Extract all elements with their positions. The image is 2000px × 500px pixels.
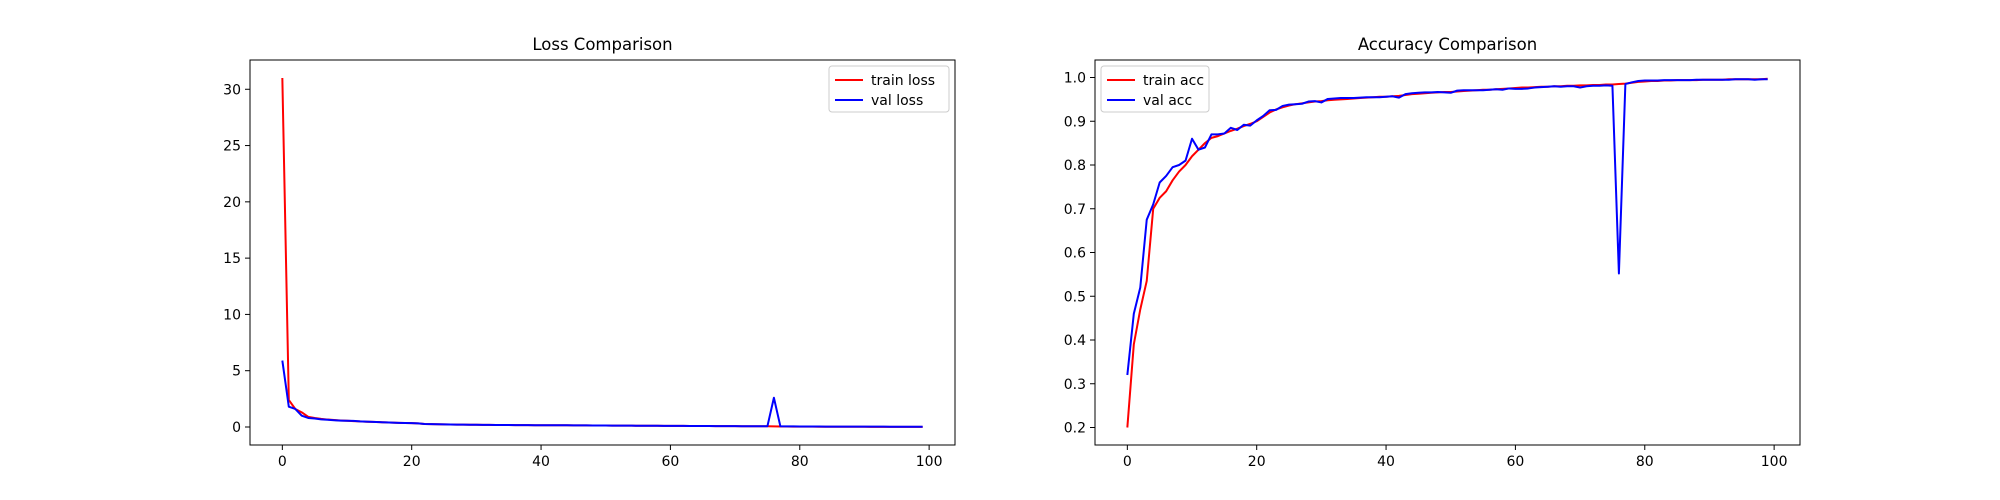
loss-y-tick-label: 10 <box>223 307 241 323</box>
loss-y-tick-label: 0 <box>232 420 241 436</box>
loss-legend: train loss val loss <box>828 65 950 113</box>
accuracy-x-tick-label: 100 <box>1761 454 1788 470</box>
accuracy-y-tick-label: 0.9 <box>1064 114 1086 130</box>
accuracy-legend: train acc val acc <box>1100 65 1210 113</box>
loss-y-tick-label: 15 <box>223 251 241 267</box>
val-acc-line <box>1126 78 1768 376</box>
accuracy-chart-title: Accuracy Comparison <box>1358 35 1537 54</box>
loss-y-tick-label: 5 <box>232 364 241 380</box>
loss-y-tick-label: 25 <box>223 139 241 155</box>
accuracy-y-axis: 0.2 0.3 0.4 0.5 0.6 0.7 0.8 0.9 1.0 <box>1064 71 1095 437</box>
train-loss-line <box>281 77 923 428</box>
accuracy-y-tick-label: 0.7 <box>1064 202 1086 218</box>
val-loss-line <box>281 360 923 428</box>
accuracy-y-tick-label: 0.4 <box>1064 333 1086 349</box>
loss-x-tick-label: 0 <box>278 454 287 470</box>
loss-x-tick-label: 40 <box>532 454 550 470</box>
accuracy-y-tick-label: 0.5 <box>1064 289 1086 305</box>
accuracy-y-tick-label: 0.3 <box>1064 377 1086 393</box>
loss-x-tick-label: 100 <box>916 454 943 470</box>
loss-y-tick-label: 20 <box>223 195 241 211</box>
loss-x-tick-label: 60 <box>661 454 679 470</box>
accuracy-series-layer <box>1126 77 1768 428</box>
train-loss-legend-label: train loss <box>871 73 935 89</box>
train-acc-legend-label: train acc <box>1143 73 1204 89</box>
loss-y-tick-label: 30 <box>223 82 241 98</box>
loss-series-layer <box>281 77 923 428</box>
loss-x-tick-label: 20 <box>403 454 421 470</box>
val-acc-legend-label: val acc <box>1143 93 1192 109</box>
accuracy-y-tick-label: 0.6 <box>1064 246 1086 262</box>
train-acc-line <box>1126 77 1768 428</box>
accuracy-chart-panel: Accuracy Comparison 0 20 40 60 80 100 0.20.30… <box>1064 35 1801 470</box>
accuracy-y-tick-label: 0.8 <box>1064 158 1086 174</box>
loss-y-axis: 0 5 10 15 20 25 30 <box>223 82 250 436</box>
accuracy-x-tick-label: 20 <box>1248 454 1266 470</box>
accuracy-x-tick-label: 40 <box>1377 454 1395 470</box>
accuracy-y-tick-label: 1.0 <box>1064 71 1086 87</box>
loss-chart-title: Loss Comparison <box>532 35 672 54</box>
loss-plot-frame <box>249 59 956 446</box>
accuracy-y-tick-label: 0.2 <box>1064 421 1086 437</box>
accuracy-x-axis: 0 20 40 60 80 100 <box>1123 445 1788 470</box>
val-loss-legend-label: val loss <box>871 93 923 109</box>
accuracy-x-tick-label: 60 <box>1506 454 1524 470</box>
loss-x-axis: 0 20 40 60 80 100 <box>278 445 943 470</box>
accuracy-x-tick-label: 0 <box>1123 454 1132 470</box>
accuracy-plot-frame <box>1094 59 1801 446</box>
accuracy-x-tick-label: 80 <box>1636 454 1654 470</box>
loss-chart-panel: Loss Comparison 0 20 40 60 80 100 0 5 10 15 20 25 3… <box>223 35 956 470</box>
loss-x-tick-label: 80 <box>791 454 809 470</box>
